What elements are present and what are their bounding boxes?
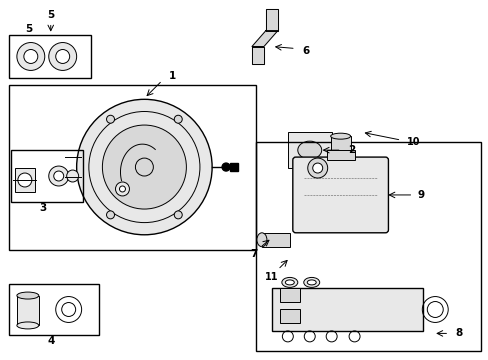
Bar xyxy=(9,85,255,250)
Bar xyxy=(229,163,238,171)
Circle shape xyxy=(174,211,182,219)
Bar xyxy=(262,233,289,247)
Ellipse shape xyxy=(17,292,39,299)
Circle shape xyxy=(135,158,153,176)
Ellipse shape xyxy=(303,278,319,287)
Polygon shape xyxy=(251,31,277,46)
Circle shape xyxy=(56,50,69,63)
Circle shape xyxy=(307,158,327,178)
Circle shape xyxy=(49,42,77,71)
Bar xyxy=(9,284,99,336)
Text: 5: 5 xyxy=(25,24,32,33)
Circle shape xyxy=(119,186,125,192)
Circle shape xyxy=(24,50,38,63)
Text: 11: 11 xyxy=(264,272,278,282)
Ellipse shape xyxy=(330,133,350,139)
Bar xyxy=(330,136,350,150)
Circle shape xyxy=(18,173,32,187)
Circle shape xyxy=(115,182,129,196)
Text: 5: 5 xyxy=(47,10,54,20)
Ellipse shape xyxy=(297,141,321,159)
Text: 6: 6 xyxy=(302,45,309,55)
Ellipse shape xyxy=(256,233,266,247)
Bar xyxy=(15,168,35,192)
Polygon shape xyxy=(251,46,264,64)
Text: 7: 7 xyxy=(250,249,257,259)
Circle shape xyxy=(222,163,229,171)
Bar xyxy=(279,288,299,302)
Text: 2: 2 xyxy=(347,145,354,155)
Circle shape xyxy=(66,170,79,182)
Ellipse shape xyxy=(306,280,316,285)
Circle shape xyxy=(174,115,182,123)
Ellipse shape xyxy=(281,278,297,287)
Ellipse shape xyxy=(17,322,39,329)
Bar xyxy=(11,150,82,202)
Circle shape xyxy=(54,171,63,181)
Circle shape xyxy=(49,166,68,186)
Polygon shape xyxy=(265,9,277,31)
Bar xyxy=(17,296,39,325)
Circle shape xyxy=(77,99,212,235)
Circle shape xyxy=(102,125,186,209)
Bar xyxy=(326,150,354,160)
Circle shape xyxy=(106,115,114,123)
Text: 9: 9 xyxy=(417,190,424,200)
Ellipse shape xyxy=(285,280,294,285)
Bar xyxy=(287,132,331,168)
Text: 8: 8 xyxy=(455,328,462,338)
Circle shape xyxy=(17,42,45,71)
FancyBboxPatch shape xyxy=(292,157,387,233)
Circle shape xyxy=(312,163,322,173)
Circle shape xyxy=(89,112,200,222)
Text: 3: 3 xyxy=(39,203,46,213)
Text: 4: 4 xyxy=(47,336,54,346)
Bar xyxy=(9,35,90,78)
Bar xyxy=(279,310,299,323)
Bar xyxy=(255,142,480,351)
Text: 1: 1 xyxy=(168,71,176,81)
Bar xyxy=(271,288,423,332)
Text: 10: 10 xyxy=(406,137,419,147)
Circle shape xyxy=(106,211,114,219)
